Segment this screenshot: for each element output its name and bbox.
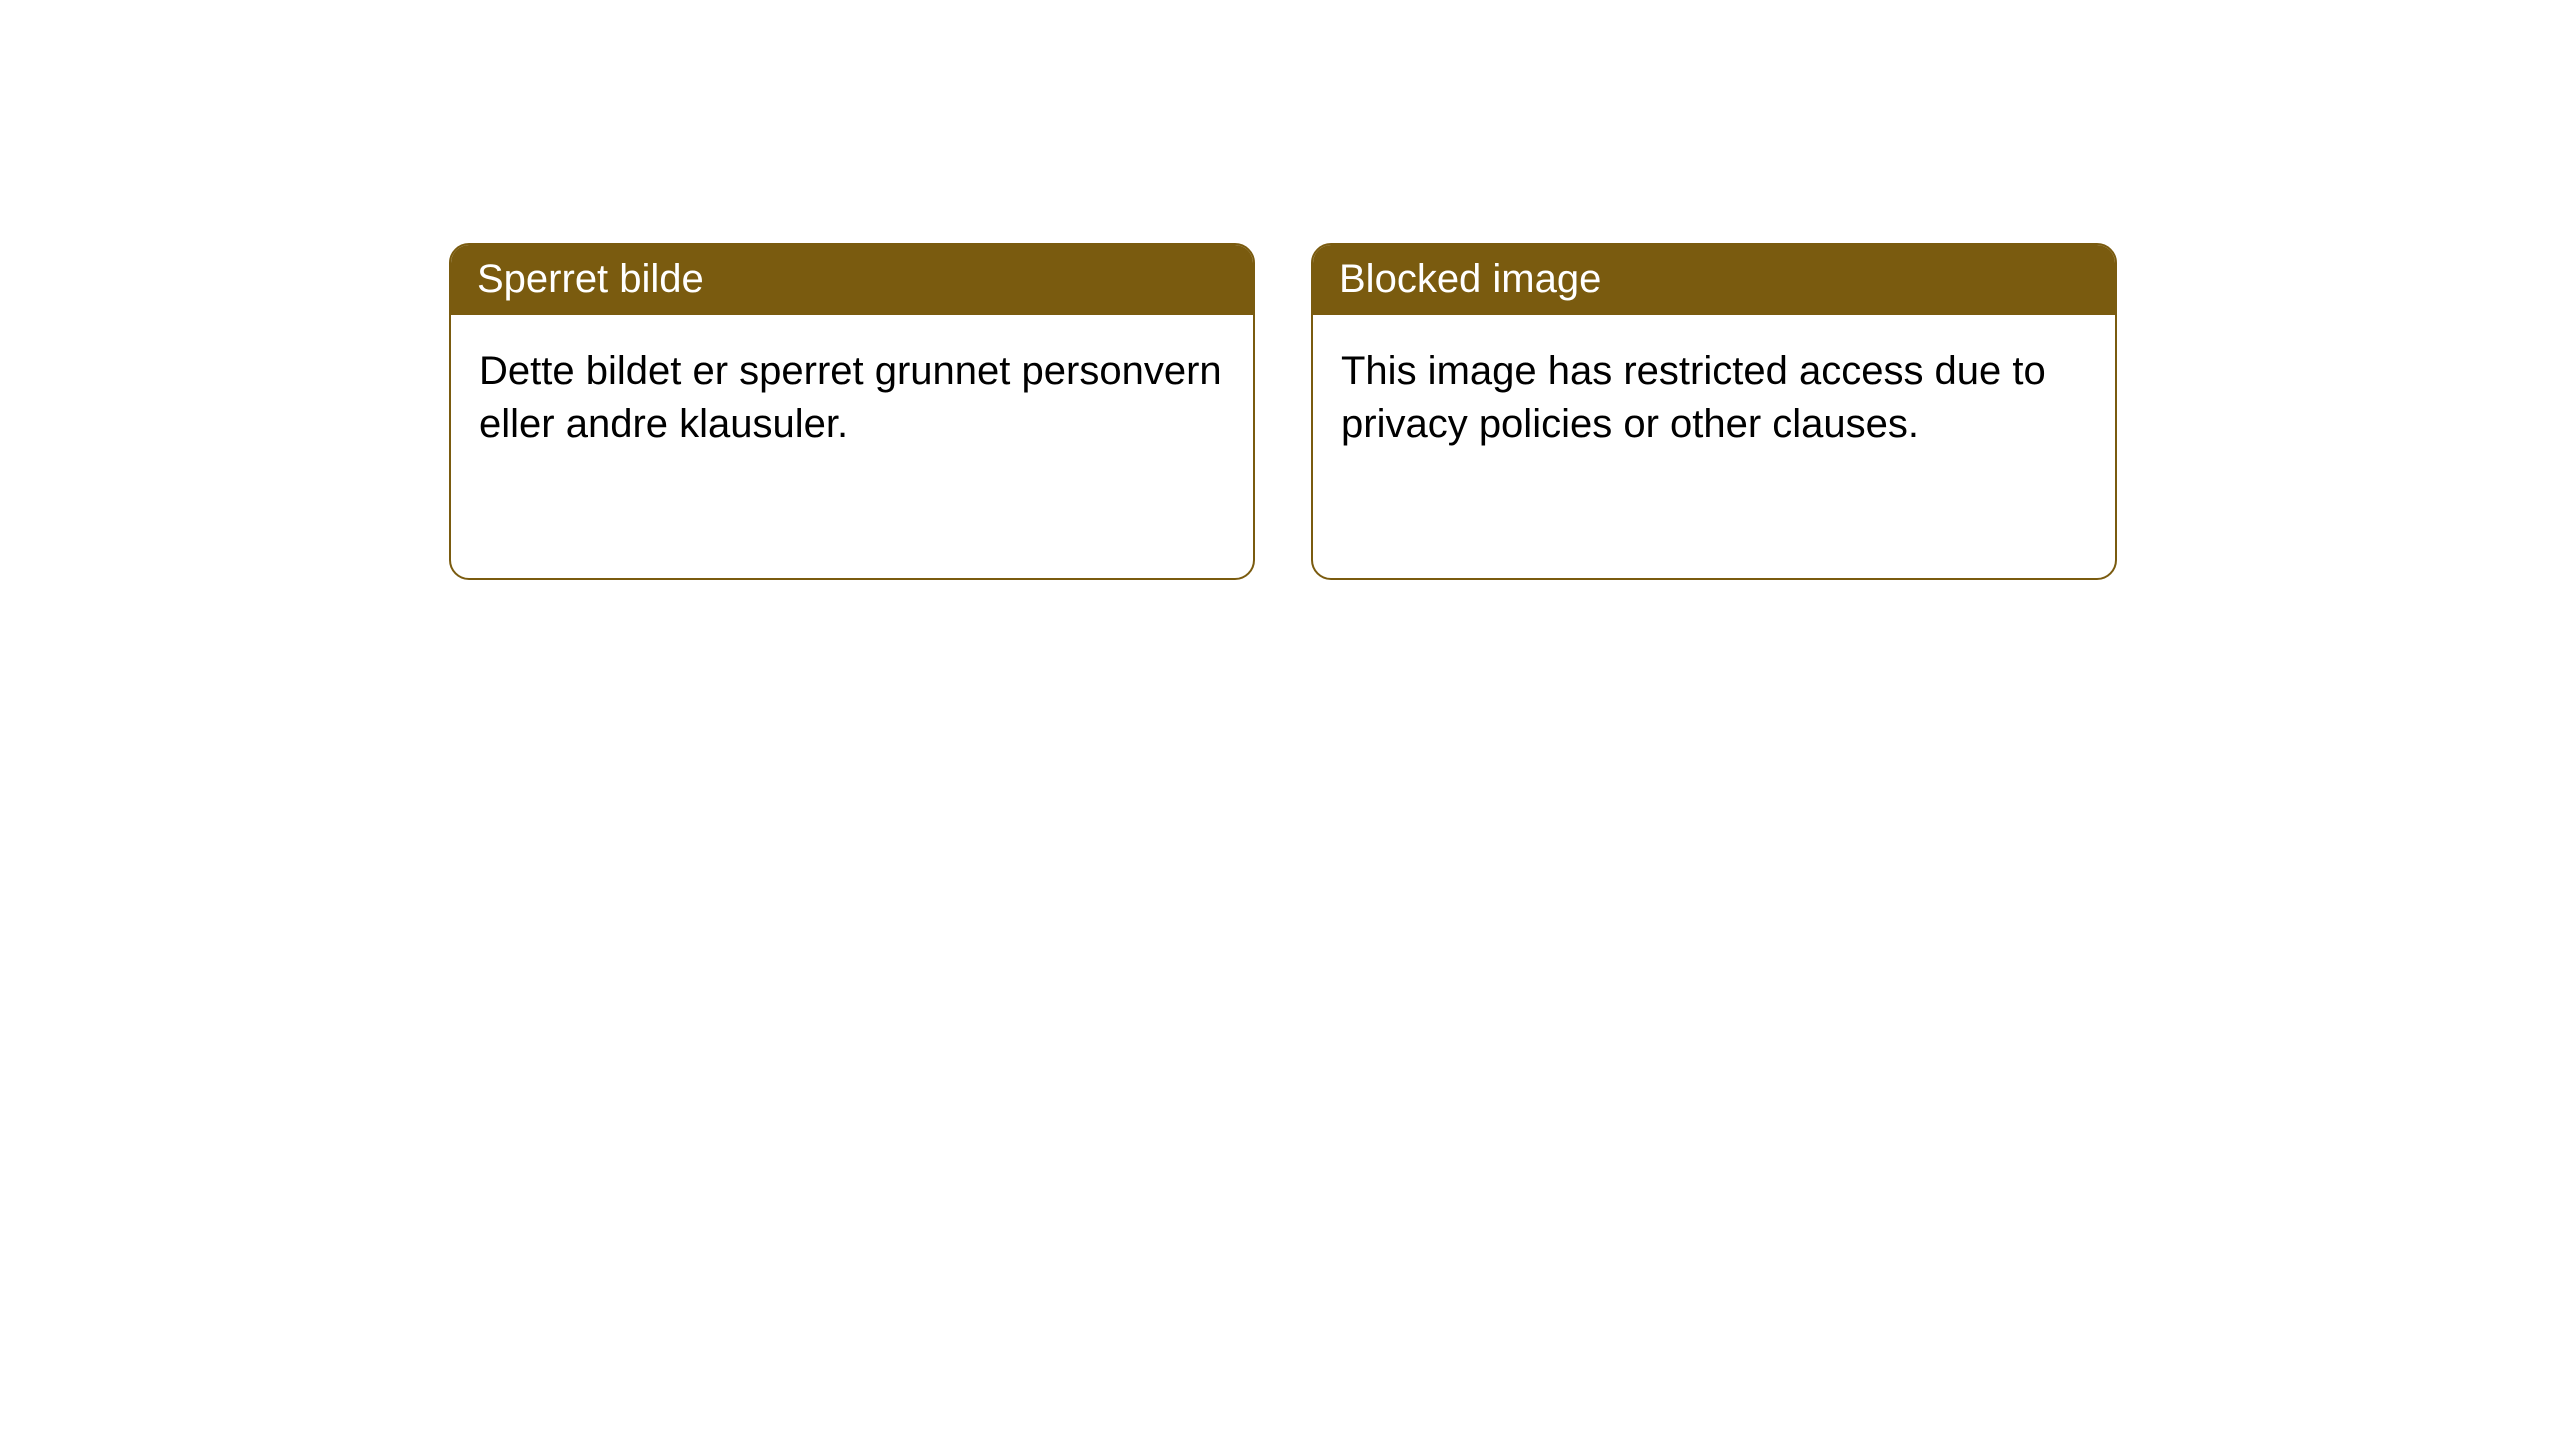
notice-header-no: Sperret bilde bbox=[451, 245, 1253, 315]
notice-header-en: Blocked image bbox=[1313, 245, 2115, 315]
notice-body-no: Dette bildet er sperret grunnet personve… bbox=[451, 315, 1253, 481]
notice-container: Sperret bilde Dette bildet er sperret gr… bbox=[0, 0, 2560, 580]
notice-card-no: Sperret bilde Dette bildet er sperret gr… bbox=[449, 243, 1255, 580]
notice-body-en: This image has restricted access due to … bbox=[1313, 315, 2115, 481]
notice-card-en: Blocked image This image has restricted … bbox=[1311, 243, 2117, 580]
